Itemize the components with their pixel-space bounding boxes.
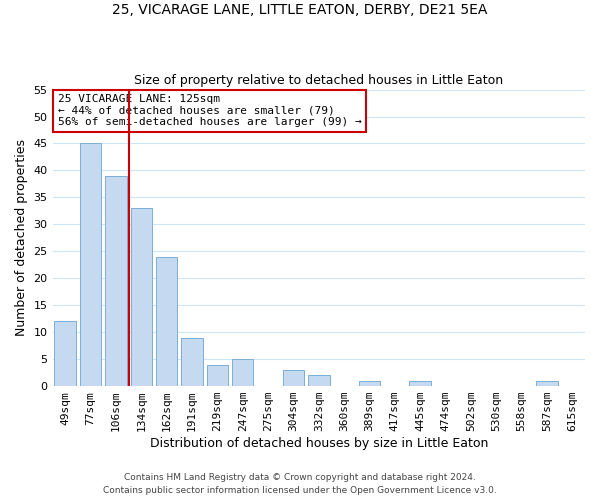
Title: Size of property relative to detached houses in Little Eaton: Size of property relative to detached ho… [134, 74, 503, 87]
Bar [181, 338, 203, 386]
Bar [80, 144, 101, 386]
Bar [156, 256, 178, 386]
Bar [105, 176, 127, 386]
X-axis label: Distribution of detached houses by size in Little Eaton: Distribution of detached houses by size … [149, 437, 488, 450]
Text: 25, VICARAGE LANE, LITTLE EATON, DERBY, DE21 5EA: 25, VICARAGE LANE, LITTLE EATON, DERBY, … [112, 2, 488, 16]
Bar [232, 359, 253, 386]
Bar [131, 208, 152, 386]
Bar [55, 322, 76, 386]
Y-axis label: Number of detached properties: Number of detached properties [15, 140, 28, 336]
Bar [359, 380, 380, 386]
Bar [308, 376, 329, 386]
Bar [536, 380, 558, 386]
Text: 25 VICARAGE LANE: 125sqm
← 44% of detached houses are smaller (79)
56% of semi-d: 25 VICARAGE LANE: 125sqm ← 44% of detach… [58, 94, 362, 127]
Bar [409, 380, 431, 386]
Text: Contains HM Land Registry data © Crown copyright and database right 2024.
Contai: Contains HM Land Registry data © Crown c… [103, 474, 497, 495]
Bar [206, 364, 228, 386]
Bar [283, 370, 304, 386]
